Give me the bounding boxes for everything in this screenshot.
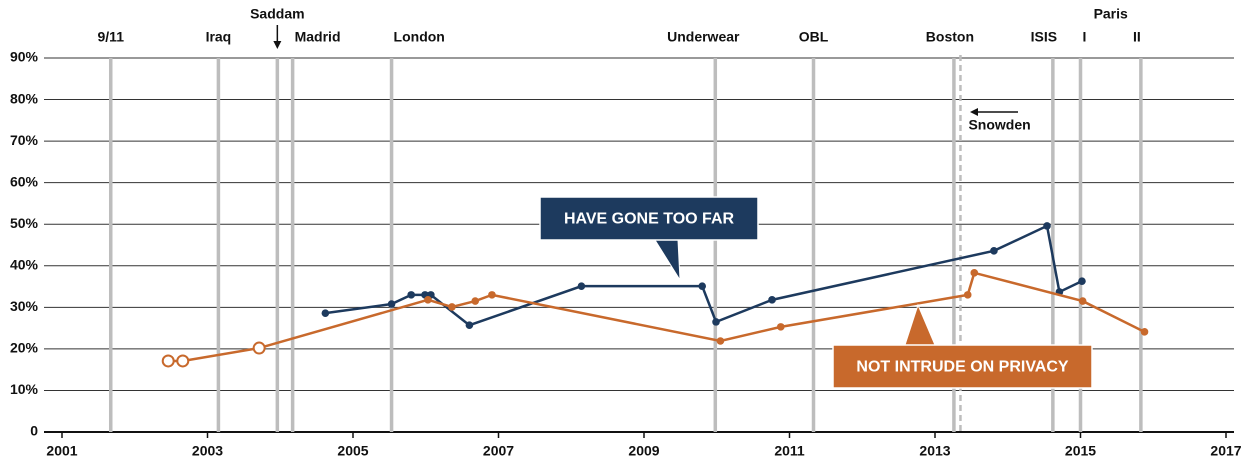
event-label: Madrid bbox=[295, 29, 341, 45]
y-tick-label: 90% bbox=[10, 49, 39, 65]
x-tick-label: 2009 bbox=[628, 443, 659, 459]
data-point bbox=[1078, 277, 1086, 285]
x-tick-label: 2001 bbox=[46, 443, 77, 459]
x-tick-label: 2015 bbox=[1065, 443, 1096, 459]
x-tick-label: 2007 bbox=[483, 443, 514, 459]
y-tick-label: 80% bbox=[10, 90, 39, 106]
data-point bbox=[424, 296, 432, 304]
data-point bbox=[776, 323, 785, 331]
y-tick-label: 10% bbox=[10, 381, 39, 397]
data-point bbox=[465, 321, 474, 330]
data-point bbox=[698, 282, 706, 290]
data-point bbox=[712, 318, 720, 326]
y-tick-label: 0 bbox=[30, 423, 38, 439]
data-point bbox=[407, 291, 416, 299]
event-label: II bbox=[1133, 29, 1141, 45]
y-tick-label: 50% bbox=[10, 215, 39, 231]
y-tick-label: 70% bbox=[10, 132, 39, 148]
event-label: London bbox=[394, 29, 445, 45]
legend-box bbox=[539, 196, 759, 241]
y-tick-label: 40% bbox=[10, 256, 39, 272]
data-point bbox=[471, 297, 480, 305]
series-line bbox=[325, 224, 1083, 327]
data-point bbox=[990, 247, 998, 255]
data-point bbox=[448, 303, 456, 311]
arrow-head bbox=[273, 41, 282, 49]
x-tick-label: 2017 bbox=[1210, 443, 1241, 459]
data-point bbox=[488, 291, 496, 299]
event-label: Saddam bbox=[250, 6, 304, 22]
data-point bbox=[387, 300, 396, 308]
event-label: Iraq bbox=[206, 29, 232, 45]
data-point bbox=[252, 341, 266, 355]
data-point bbox=[963, 291, 972, 299]
callout-pointer bbox=[654, 239, 681, 282]
x-tick-label: 2013 bbox=[919, 443, 950, 459]
event-label: ISIS bbox=[1031, 29, 1057, 45]
y-tick-label: 30% bbox=[10, 298, 39, 314]
y-tick-label: 60% bbox=[10, 173, 39, 189]
data-point bbox=[1043, 222, 1051, 230]
legend-label: NOT INTRUDE ON PRIVACY bbox=[856, 359, 1068, 376]
event-label: Snowden bbox=[968, 117, 1030, 133]
arrow-head bbox=[970, 108, 978, 116]
data-point bbox=[577, 282, 586, 290]
data-point bbox=[970, 269, 979, 277]
event-label: I bbox=[1083, 29, 1087, 45]
x-tick-label: 2003 bbox=[192, 443, 223, 459]
event-label: Underwear bbox=[667, 29, 740, 45]
annotation: Paris bbox=[1094, 6, 1128, 22]
legend-box bbox=[832, 344, 1093, 389]
x-tick-label: 2011 bbox=[774, 443, 805, 459]
data-point bbox=[716, 337, 725, 345]
data-point bbox=[768, 296, 776, 304]
y-tick-label: 20% bbox=[10, 340, 39, 356]
data-point bbox=[1140, 328, 1149, 336]
x-tick-label: 2005 bbox=[337, 443, 368, 459]
callout-pointer bbox=[904, 303, 936, 346]
event-label: Boston bbox=[926, 29, 974, 45]
event-label: 9/11 bbox=[98, 29, 125, 45]
event-label: OBL bbox=[799, 29, 829, 45]
data-point bbox=[321, 309, 330, 317]
data-point bbox=[161, 354, 175, 368]
legend-label: HAVE GONE TOO FAR bbox=[564, 211, 735, 228]
data-point bbox=[1078, 297, 1087, 305]
data-point bbox=[176, 354, 190, 368]
